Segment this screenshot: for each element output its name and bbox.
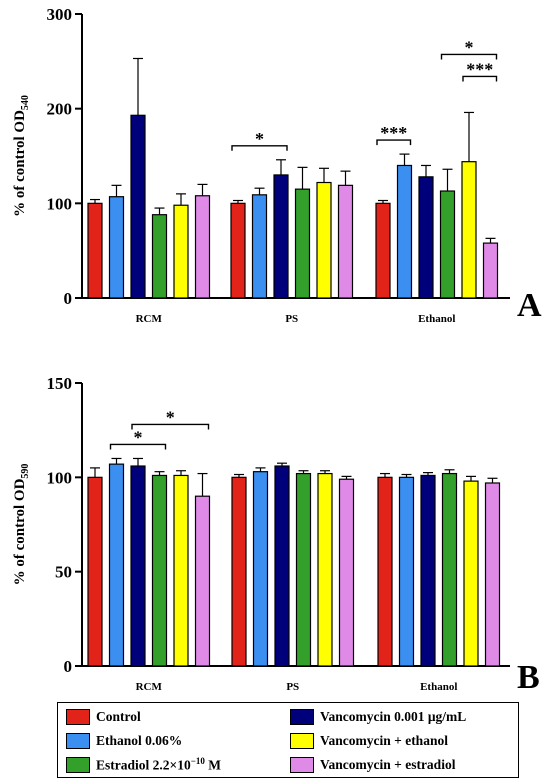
bar-estradiol-rcm (151, 214, 168, 299)
significance-bracket (109, 443, 167, 450)
legend-label-estradiol: Estradiol 2.2×10−10 M (96, 756, 221, 773)
significance-bracket (462, 75, 498, 82)
y-tick-label: 0 (64, 657, 73, 676)
chart-panel-a: 0 100 200 300 % of control OD540 RCM PS Ethanol… (12, 5, 542, 325)
legend-label-ethanol: Ethanol 0.06% (96, 733, 183, 748)
legend-swatch-vancomycin (290, 709, 314, 725)
bar-vanco-ethanol-ethanol (461, 161, 477, 299)
legend-item-vanco-ethanol: Vancomycin + ethanol (290, 730, 448, 752)
bar-control-rcm (87, 476, 103, 667)
bar-vancomycin-ethanol (420, 474, 436, 667)
bar-ethanol-ps (251, 194, 268, 299)
significance-label: * (134, 427, 143, 447)
legend-item-ethanol: Ethanol 0.06% (66, 730, 182, 752)
bar-vancomycin-rcm (130, 465, 146, 667)
bar-vanco-ethanol-ethanol (463, 480, 479, 667)
y-axis-label-subscript: 590 (20, 464, 31, 479)
bar-vancomycin-rcm (130, 114, 146, 299)
bar-control-rcm (87, 202, 103, 299)
x-tick-label: RCM (136, 681, 163, 693)
significance-bracket (131, 423, 210, 430)
bar-vanco-ethanol-rcm (173, 204, 189, 299)
chart-panel-b: 0 50 100 150 % of control OD590 RCM PS Ethanol *… (12, 374, 540, 696)
bar-estradiol-ethanol (441, 472, 458, 667)
significance-bracket (376, 139, 412, 146)
bar-ethanol-rcm (108, 196, 125, 299)
significance-label: * (255, 129, 264, 149)
bar-estradiol-rcm (151, 474, 168, 667)
x-tick-label: PS (285, 313, 298, 325)
bar-vancomycin-ps (274, 465, 290, 667)
bar-vanco-ethanol-ps (316, 181, 332, 299)
y-tick-label: 200 (47, 100, 73, 119)
bar-vanco-estradiol-ethanol (484, 482, 501, 667)
bar-ethanol-rcm (108, 463, 125, 667)
x-tick-label: RCM (136, 313, 163, 325)
y-tick-label: 300 (47, 5, 73, 24)
bar-control-ps (231, 476, 247, 667)
bar-vanco-estradiol-ethanol (482, 242, 499, 299)
x-tick-label: PS (286, 681, 299, 693)
y-axis-label: % of control OD540 (12, 95, 31, 217)
significance-label: * (465, 37, 474, 57)
legend-swatch-estradiol (66, 757, 90, 773)
panel-letter: B (517, 659, 540, 696)
legend-swatch-vanco-ethanol (290, 733, 314, 749)
significance-label: *** (380, 123, 407, 143)
legend: Control Ethanol 0.06% Estradiol 2.2×10−1… (57, 702, 519, 778)
bar-control-ethanol (377, 476, 393, 667)
bar-control-ps (230, 202, 246, 299)
y-axis-label-subscript: 540 (20, 95, 31, 110)
bar-ethanol-ethanol (396, 164, 413, 299)
y-tick-label: 100 (47, 468, 73, 487)
bar-estradiol-ps (294, 188, 311, 299)
panel-letter: A (517, 287, 542, 324)
y-axis-label-main: % of control OD (12, 478, 28, 585)
bar-ethanol-ps (252, 471, 269, 667)
legend-item-control: Control (66, 706, 141, 728)
legend-item-estradiol: Estradiol 2.2×10−10 M (66, 754, 221, 776)
y-axis-label-main: % of control OD (12, 110, 28, 217)
bar-estradiol-ethanol (439, 190, 456, 299)
bar-ethanol-ethanol (398, 476, 415, 667)
bar-vancomycin-ethanol (418, 176, 434, 299)
significance-bracket (440, 53, 498, 60)
legend-label-vanco-ethanol: Vancomycin + ethanol (320, 733, 448, 748)
legend-swatch-vanco-estradiol (290, 757, 314, 773)
bar-vanco-estradiol-rcm (194, 195, 211, 299)
significance-bracket (231, 145, 288, 151)
bar-vanco-ethanol-ps (317, 472, 333, 667)
bar-estradiol-ps (295, 472, 312, 667)
bar-vanco-estradiol-ps (337, 184, 354, 299)
bar-vanco-estradiol-rcm (194, 495, 211, 667)
y-axis-label: % of control OD590 (12, 464, 31, 586)
legend-item-vanco-estradiol: Vancomycin + estradiol (290, 754, 455, 776)
bar-vanco-estradiol-ps (338, 478, 355, 667)
bar-vanco-ethanol-rcm (173, 474, 189, 667)
legend-label-vancomycin: Vancomycin 0.001 μg/mL (320, 709, 467, 724)
y-tick-label: 0 (64, 289, 73, 308)
y-tick-label: 150 (47, 374, 73, 393)
significance-label: *** (466, 59, 493, 79)
legend-swatch-control (66, 709, 90, 725)
x-tick-label: Ethanol (418, 313, 455, 325)
x-tick-label: Ethanol (420, 681, 457, 693)
legend-label-control: Control (96, 709, 141, 724)
y-tick-label: 50 (55, 563, 72, 582)
bar-control-ethanol (375, 202, 391, 299)
bar-vancomycin-ps (273, 174, 289, 299)
significance-label: * (166, 407, 175, 427)
legend-label-vanco-estradiol: Vancomycin + estradiol (320, 757, 456, 772)
y-tick-label: 100 (47, 194, 73, 213)
legend-swatch-ethanol (66, 733, 90, 749)
legend-item-vancomycin: Vancomycin 0.001 μg/mL (290, 706, 466, 728)
